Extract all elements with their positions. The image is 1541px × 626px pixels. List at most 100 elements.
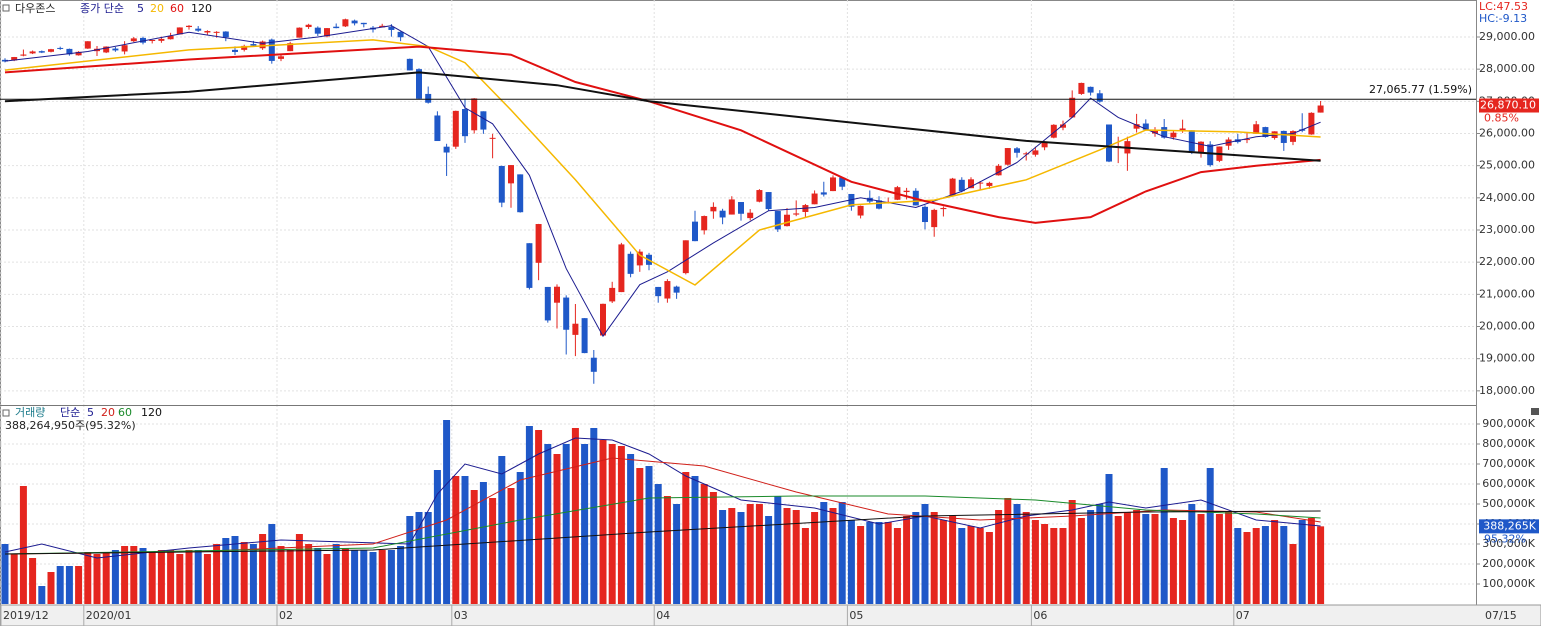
candle-body <box>636 251 643 266</box>
ma-label: 단순 <box>60 406 80 419</box>
candle-body <box>563 297 570 330</box>
right-axis-bg <box>1476 0 1541 605</box>
volume-bar <box>1077 518 1085 604</box>
candle-body <box>682 240 689 274</box>
volume-bar <box>1 544 9 604</box>
panel-title: 거래량 <box>15 406 45 419</box>
candle-body <box>1004 148 1011 165</box>
volume-bar <box>884 522 892 604</box>
x-tick-label: 06 <box>1033 609 1047 622</box>
volume-bar <box>1160 468 1168 604</box>
candle-body <box>186 25 192 28</box>
panel-button[interactable] <box>1531 408 1539 415</box>
volume-bar <box>1068 500 1076 604</box>
volume-bar <box>1022 512 1030 604</box>
volume-bar <box>1215 514 1223 604</box>
candle-body <box>489 137 496 139</box>
candle-body <box>931 209 938 228</box>
volume-bar <box>1087 510 1095 604</box>
volume-bar <box>1013 504 1021 604</box>
candle-body <box>471 98 478 131</box>
candle-body <box>112 48 119 51</box>
candle-body <box>1207 144 1214 166</box>
ma-label: 종가 단순 <box>80 2 124 15</box>
candle-body <box>333 26 340 29</box>
volume-bar <box>1105 474 1113 604</box>
x-tick-label: 04 <box>656 609 670 622</box>
volume-bar <box>268 524 276 604</box>
volume-bar <box>1169 518 1177 604</box>
ma-line <box>4 437 1321 559</box>
candle-body <box>1308 112 1315 135</box>
candle-body <box>121 45 128 52</box>
volume-bar <box>1179 520 1187 604</box>
volume-bar <box>1243 532 1251 604</box>
candle-body <box>526 243 533 288</box>
candle-body <box>1032 150 1039 155</box>
candle-body <box>784 214 790 227</box>
volume-bar <box>544 444 552 604</box>
candle-body <box>250 44 257 46</box>
candle-body <box>820 192 827 195</box>
volume-bar <box>765 516 773 604</box>
y-tick-label: 28,000.00 <box>1479 62 1535 75</box>
volume-bar <box>1041 524 1049 604</box>
y-tick-label: 19,000.00 <box>1479 352 1535 365</box>
volume-bar <box>571 428 579 604</box>
volume-bar <box>443 420 451 604</box>
volume-bar <box>314 548 322 604</box>
volume-bar <box>709 492 717 604</box>
candle-body <box>443 146 450 153</box>
volume-bar <box>525 426 533 604</box>
candle-body <box>425 93 432 103</box>
volume-bar <box>1289 544 1297 604</box>
candle-body <box>222 31 229 38</box>
candle-body <box>176 27 183 35</box>
mark-layer <box>1 18 1325 604</box>
volume-bar <box>608 444 616 604</box>
candle-body <box>1014 148 1020 153</box>
candle-body <box>830 177 836 192</box>
candle-body <box>1060 124 1066 128</box>
legend-entry: 60 <box>118 406 132 419</box>
volume-bar <box>755 504 763 604</box>
last-value-badge <box>1479 98 1539 113</box>
candle-body <box>839 177 846 187</box>
candle-body <box>66 48 73 55</box>
legend-entry: 120 <box>141 406 162 419</box>
candle-body <box>498 165 505 203</box>
ma-line <box>4 71 1321 162</box>
candle-body <box>508 165 514 184</box>
candle-body <box>351 20 358 24</box>
candle-body <box>480 111 487 130</box>
line-layer <box>0 25 1476 559</box>
volume-bar <box>167 550 175 604</box>
candle-body <box>664 281 671 299</box>
volume-bar <box>737 512 745 604</box>
volume-bar <box>1142 514 1150 604</box>
candle-body <box>296 27 303 38</box>
last-pct: 95.32% <box>1484 532 1526 545</box>
x-tick-label: 07 <box>1236 609 1250 622</box>
volume-bar <box>1317 526 1325 604</box>
candle-body <box>287 43 294 52</box>
volume-bar <box>93 554 101 604</box>
last-value-label: 388,265K <box>1483 519 1536 532</box>
volume-bar <box>1096 504 1104 604</box>
candle-body <box>600 303 606 336</box>
y-tick-label: 500,000K <box>1482 497 1535 510</box>
volume-summary: 388,264,950주(95.32%) <box>5 419 136 432</box>
volume-bar <box>774 496 782 604</box>
volume-bar <box>397 546 405 604</box>
candle-body <box>517 174 524 213</box>
candle-body <box>324 28 330 37</box>
candle-body <box>535 224 542 263</box>
volume-bar <box>498 456 506 604</box>
volume-bar <box>893 528 901 604</box>
volume-bar <box>700 484 708 604</box>
volume-bar <box>829 508 837 604</box>
candle-body <box>379 25 386 28</box>
volume-bar <box>29 558 37 604</box>
volume-bar <box>921 504 929 604</box>
volume-bar <box>415 512 423 604</box>
